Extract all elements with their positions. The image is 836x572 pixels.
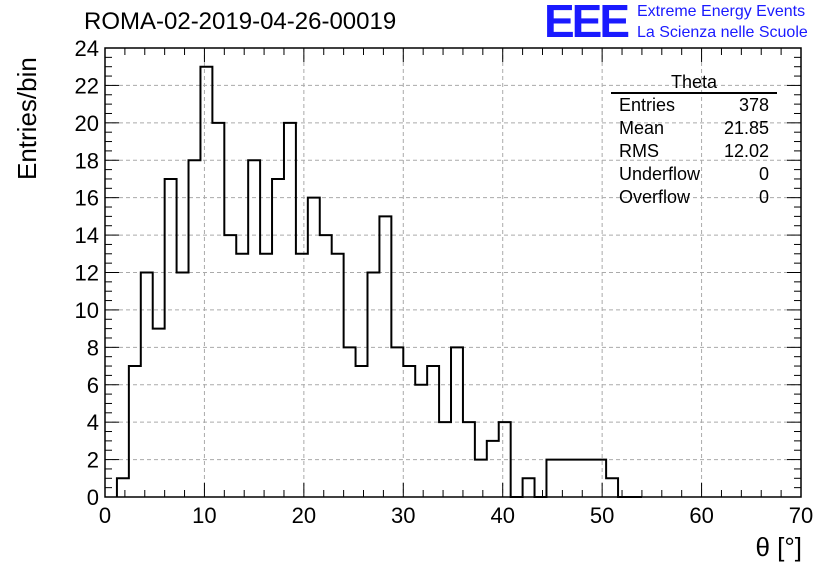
histogram-bin <box>463 422 475 497</box>
histogram-bin <box>296 254 308 497</box>
histogram-bin <box>332 254 344 497</box>
stats-label: Underflow <box>619 164 701 184</box>
stats-value: 12.02 <box>723 141 769 161</box>
x-tick-label: 60 <box>689 503 713 528</box>
histogram-bin <box>212 123 224 497</box>
x-tick-label: 30 <box>391 503 415 528</box>
eee-logo: EEE <box>544 0 630 47</box>
histogram-bin <box>177 273 189 498</box>
histogram-bin <box>403 366 415 497</box>
histogram-bin <box>606 478 618 497</box>
histogram-bin <box>427 366 439 497</box>
x-tick-label: 0 <box>99 503 111 528</box>
stats-row: Underflow 0 <box>611 163 777 186</box>
y-tick-label: 12 <box>75 261 99 286</box>
logo-subtitle-1: Extreme Energy Events <box>637 3 806 20</box>
y-tick-label: 10 <box>75 298 99 323</box>
histogram-bin <box>272 179 284 497</box>
histogram-bin <box>200 67 212 497</box>
y-tick-label: 8 <box>87 335 99 360</box>
stats-box: Theta Entries 378 Mean 21.85 RMS 12.02 U… <box>611 72 777 209</box>
histogram-bin <box>367 273 379 498</box>
histogram-bin <box>153 329 165 497</box>
y-tick-label: 4 <box>87 410 99 435</box>
stats-row: RMS 12.02 <box>611 140 777 163</box>
x-tick-label: 50 <box>590 503 614 528</box>
histogram-bin <box>356 366 368 497</box>
x-tick-label: 20 <box>292 503 316 528</box>
histogram-bin <box>308 198 320 497</box>
stats-label: Entries <box>619 95 676 115</box>
stats-row: Mean 21.85 <box>611 117 777 140</box>
histogram-bin <box>439 422 451 497</box>
y-tick-label: 16 <box>75 186 99 211</box>
histogram-bin <box>379 216 391 497</box>
histogram-bin <box>224 235 236 497</box>
histogram-bin <box>499 422 511 497</box>
histogram-bin <box>594 460 606 497</box>
histogram-bin <box>391 347 403 497</box>
histogram-bin <box>570 460 582 497</box>
histogram-bin <box>558 460 570 497</box>
histogram-bin <box>475 460 487 497</box>
y-tick-label: 24 <box>75 36 99 61</box>
grid-lines <box>105 48 801 497</box>
stats-title: Theta <box>611 72 777 94</box>
histogram-bin <box>165 179 177 497</box>
y-tick-label: 0 <box>87 485 99 510</box>
histogram-bin <box>451 347 463 497</box>
logo-subtitle-2: La Scienza nelle Scuole <box>637 24 808 41</box>
y-tick-label: 2 <box>87 448 99 473</box>
histogram-bin <box>546 460 558 497</box>
histogram-bin <box>260 254 272 497</box>
histogram-bin <box>129 366 141 497</box>
stats-value: 21.85 <box>723 118 769 138</box>
histogram-bin <box>415 385 427 497</box>
histogram-bin <box>344 347 356 497</box>
histogram-bin <box>248 160 260 497</box>
histogram-bin <box>117 478 129 497</box>
y-tick-label: 22 <box>75 73 99 98</box>
histogram-outline <box>115 65 642 498</box>
y-tick-label: 6 <box>87 373 99 398</box>
y-tick-label: 20 <box>75 111 99 136</box>
x-axis-label: θ [°] <box>755 532 802 562</box>
histogram-bin <box>320 235 332 497</box>
stats-value: 0 <box>758 187 769 207</box>
x-tick-label: 70 <box>789 503 813 528</box>
histogram-bin <box>141 273 153 498</box>
chart-title: ROMA-02-2019-04-26-00019 <box>84 8 397 35</box>
stats-label: Overflow <box>619 187 691 207</box>
histogram-bin <box>236 254 248 497</box>
histogram-bin <box>487 441 499 497</box>
stats-label: RMS <box>619 141 659 161</box>
stats-row: Overflow 0 <box>611 186 777 209</box>
stats-row: Entries 378 <box>611 94 777 117</box>
histogram-bin <box>189 160 201 497</box>
x-tick-label: 40 <box>490 503 514 528</box>
y-tick-label: 14 <box>75 223 99 248</box>
y-tick-label: 18 <box>75 148 99 173</box>
histogram-bin <box>523 478 535 497</box>
axes <box>104 47 802 498</box>
stats-label: Mean <box>619 118 665 138</box>
x-tick-label: 10 <box>192 503 216 528</box>
histogram-bin <box>582 460 594 497</box>
stats-value: 378 <box>738 95 769 115</box>
histogram-series <box>115 65 642 498</box>
histogram-bin <box>284 123 296 497</box>
stats-value: 0 <box>758 164 769 184</box>
y-axis-label: Entries/bin <box>12 57 42 180</box>
